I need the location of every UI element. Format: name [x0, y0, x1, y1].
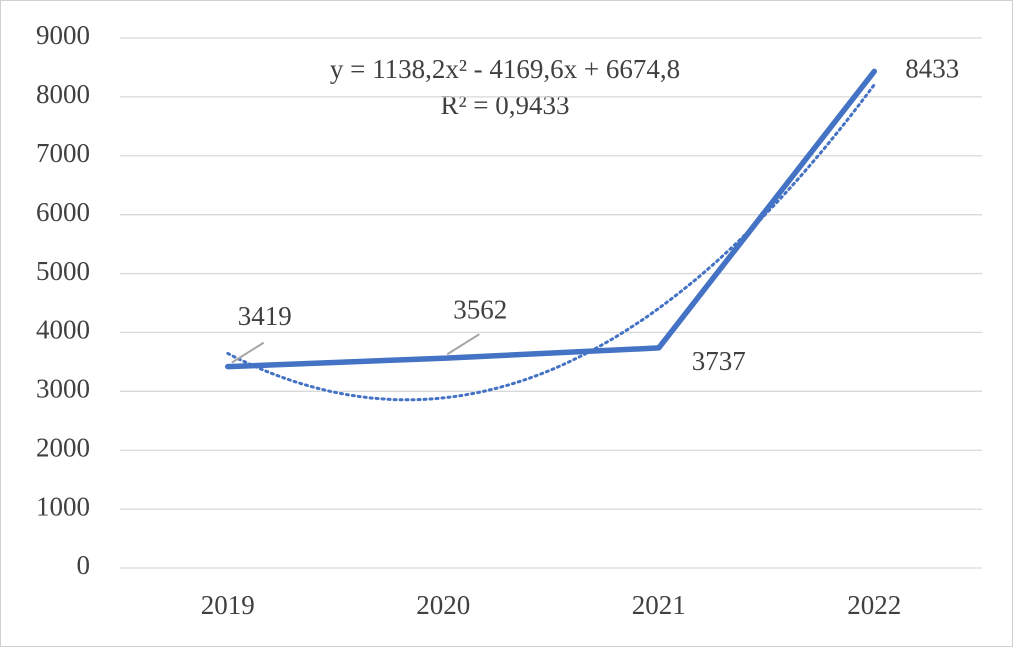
y-tick-label: 1000: [36, 491, 90, 521]
leader-line: [446, 333, 480, 356]
data-label: 8433: [905, 54, 959, 84]
y-tick-label: 7000: [36, 138, 90, 168]
trendline-equation: y = 1138,2x² - 4169,6x + 6674,8: [330, 54, 680, 84]
x-tick-label: 2019: [201, 590, 255, 620]
y-tick-label: 4000: [36, 315, 90, 345]
x-tick-label: 2020: [416, 590, 470, 620]
data-line: [225, 68, 877, 370]
y-tick-label: 0: [77, 550, 91, 580]
y-tick-label: 8000: [36, 79, 90, 109]
leader-line: [231, 341, 265, 364]
y-tick-label: 9000: [36, 20, 90, 50]
x-tick-label: 2021: [632, 590, 686, 620]
x-tick-label: 2022: [847, 590, 901, 620]
data-label: 3737: [692, 346, 746, 376]
y-tick-label: 2000: [36, 432, 90, 462]
y-tick-label: 5000: [36, 256, 90, 286]
y-tick-label: 6000: [36, 197, 90, 227]
y-tick-label: 3000: [36, 374, 90, 404]
trendline-r-squared: R² = 0,9433: [440, 90, 569, 120]
data-label: 3562: [453, 294, 507, 324]
data-label: 3419: [238, 301, 292, 331]
